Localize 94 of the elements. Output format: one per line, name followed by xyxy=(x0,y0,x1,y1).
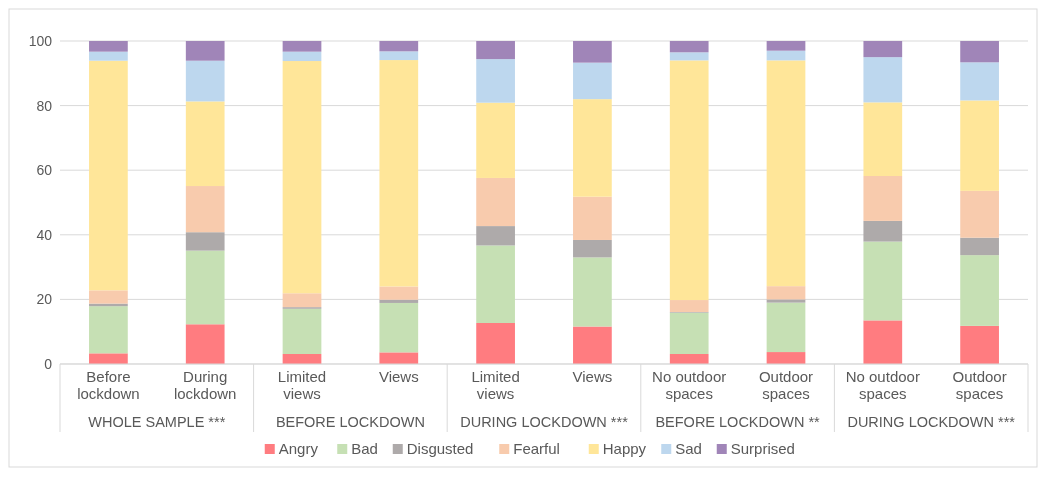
y-tick-label: 100 xyxy=(28,32,53,49)
x-tick-label: No outdoor spaces xyxy=(845,368,920,402)
bar xyxy=(476,322,515,364)
bar xyxy=(379,352,419,364)
bar xyxy=(282,41,322,52)
bar xyxy=(379,51,419,61)
bar xyxy=(669,300,709,312)
text: WHOLE SAMPLE *** xyxy=(88,414,226,430)
bar xyxy=(960,41,999,63)
bar xyxy=(379,299,419,303)
bar xyxy=(185,101,225,187)
bar xyxy=(766,50,806,61)
text: DURING LOCKDOWN *** xyxy=(847,414,1016,430)
x-tick-label: Outdoor spaces xyxy=(952,368,1007,402)
bar xyxy=(669,312,709,354)
text: BEFORE LOCKDOWN ** xyxy=(655,414,821,430)
bar xyxy=(960,100,999,191)
bar xyxy=(669,41,709,53)
text: DURING LOCKDOWN *** xyxy=(460,414,629,430)
x-tick-label: No outdoor spaces xyxy=(652,368,727,402)
text: BEFORE LOCKDOWN xyxy=(275,414,425,430)
x-tick-label: Limited views xyxy=(471,368,520,402)
bar xyxy=(476,245,515,323)
bar xyxy=(766,302,806,353)
bar xyxy=(863,220,903,242)
bar xyxy=(89,51,128,61)
bar xyxy=(185,186,225,233)
bar xyxy=(669,353,709,364)
bar xyxy=(960,237,999,256)
bar xyxy=(960,255,999,326)
bar xyxy=(863,241,903,321)
bar xyxy=(863,57,903,103)
bar xyxy=(863,176,903,221)
x-tick-label: Before lockdown xyxy=(77,368,140,402)
bar xyxy=(379,286,419,300)
bar xyxy=(476,102,515,178)
legend-label: Happy xyxy=(602,440,647,458)
bar xyxy=(863,102,903,177)
bar xyxy=(960,325,999,364)
legend-label: Sad xyxy=(675,440,702,458)
bar xyxy=(89,290,128,304)
bar xyxy=(185,324,225,364)
x-tick-label: Outdoor spaces xyxy=(758,368,814,402)
bar xyxy=(573,41,612,63)
legend-label: Bad xyxy=(351,440,378,458)
y-tick-label: 20 xyxy=(36,291,53,308)
x-tick-label: Views xyxy=(378,368,419,385)
bar xyxy=(89,353,128,364)
y-tick-label: 0 xyxy=(44,355,53,372)
bar xyxy=(766,286,806,300)
y-tick-label: 80 xyxy=(36,97,53,114)
x-tick-label: Limited views xyxy=(277,368,327,402)
x-tick-label: Views xyxy=(572,368,613,385)
bar xyxy=(89,306,128,354)
bar xyxy=(669,60,709,301)
bar xyxy=(476,41,515,60)
bar xyxy=(476,177,515,227)
bar xyxy=(282,61,322,294)
bar xyxy=(185,60,225,102)
legend-label: Angry xyxy=(278,440,319,458)
bar xyxy=(573,326,612,364)
x-tick-label: During lockdown xyxy=(173,368,237,402)
bar xyxy=(379,302,419,353)
bar xyxy=(573,239,612,258)
bar xyxy=(379,60,419,287)
bar xyxy=(185,250,225,325)
bar xyxy=(89,60,128,291)
legend-label: Fearful xyxy=(513,440,560,458)
bar xyxy=(185,41,225,61)
bar xyxy=(573,196,612,240)
y-tick-label: 40 xyxy=(36,226,53,243)
legend-label: Disgusted xyxy=(406,440,474,458)
bar xyxy=(960,190,999,238)
bar xyxy=(185,232,225,251)
bar xyxy=(766,60,806,287)
bar xyxy=(282,293,322,308)
bar xyxy=(863,320,903,364)
bar xyxy=(476,226,515,246)
bar xyxy=(282,308,322,354)
legend-label: Surprised xyxy=(730,440,795,458)
y-tick-label: 60 xyxy=(36,162,53,179)
bar xyxy=(863,41,903,58)
bar xyxy=(766,299,806,303)
bar xyxy=(573,99,612,197)
bar xyxy=(573,257,612,327)
bar xyxy=(766,352,806,364)
bar xyxy=(960,62,999,101)
bar xyxy=(766,41,806,51)
bar xyxy=(89,41,128,52)
bar xyxy=(669,52,709,61)
bar xyxy=(282,51,322,62)
bar xyxy=(476,59,515,103)
bar xyxy=(573,62,612,100)
bar xyxy=(379,41,419,52)
